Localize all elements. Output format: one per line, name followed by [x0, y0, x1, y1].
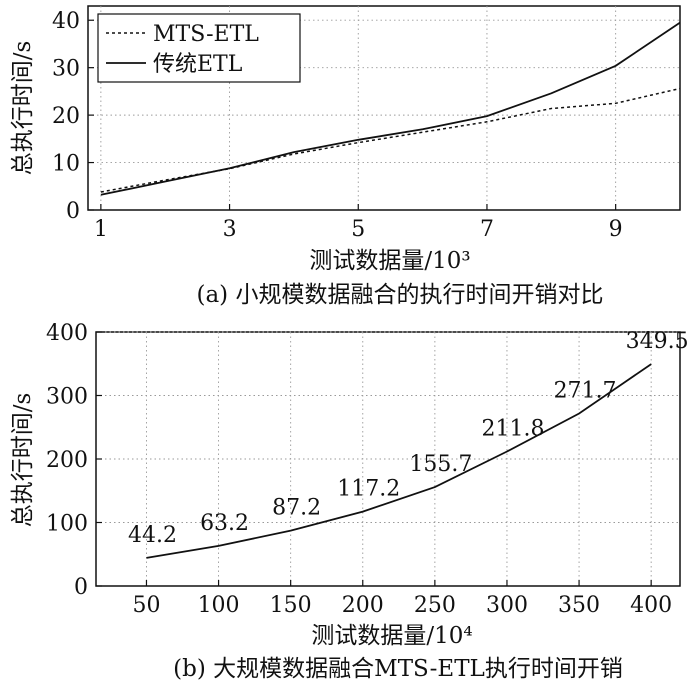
y-tick-label: 40 [52, 9, 80, 34]
chart-b-ticks: 0 100 200 300 400 50 100 150 200 250 300 350 400 [46, 321, 672, 618]
series-line-0 [146, 363, 652, 559]
chart-b-lines [146, 363, 652, 559]
y-tick-label: 0 [74, 575, 88, 600]
chart-a-lines [100, 21, 681, 196]
chart-a: 0 10 20 30 40 1 3 5 7 9 MTS-ETL 传统ETL 总执行时间/s 测试数… [10, 5, 681, 308]
x-tick-label: 1 [94, 217, 108, 242]
chart-a-caption: (a) 小规模数据融合的执行时间开销对比 [197, 282, 604, 308]
x-tick-label: 7 [480, 217, 494, 242]
x-tick-label: 250 [414, 593, 456, 618]
chart-b-xlabel: 测试数据量/10⁴ [311, 623, 472, 649]
x-tick-label: 300 [486, 593, 528, 618]
chart-b-grid [96, 331, 680, 586]
x-tick-label: 350 [558, 593, 600, 618]
data-label: 117.2 [337, 477, 400, 502]
x-tick-label: 3 [223, 217, 237, 242]
data-label: 349.5 [626, 329, 689, 354]
y-tick-label: 200 [46, 448, 88, 473]
y-tick-label: 100 [46, 512, 88, 537]
x-tick-label: 200 [342, 593, 384, 618]
x-tick-label: 400 [630, 593, 672, 618]
x-tick-label: 150 [270, 593, 312, 618]
data-label: 87.2 [272, 496, 321, 521]
data-label: 155.7 [409, 452, 472, 477]
legend-label-mts-etl: MTS-ETL [153, 22, 259, 47]
chart-a-ticks: 0 10 20 30 40 1 3 5 7 9 [52, 9, 623, 242]
chart-a-legend: MTS-ETL 传统ETL [97, 13, 301, 83]
data-label: 44.2 [128, 523, 177, 548]
chart-a-xlabel: 测试数据量/10³ [309, 248, 470, 274]
data-label: 271.7 [554, 378, 617, 403]
y-tick-label: 20 [52, 104, 80, 129]
y-tick-label: 300 [46, 385, 88, 410]
data-label: 63.2 [200, 511, 249, 536]
chart-b-caption: (b) 大规模数据融合MTS-ETL执行时间开销 [173, 656, 623, 682]
chart-b: 0 100 200 300 400 50 100 150 200 250 300 350 400 44.… [10, 321, 689, 682]
y-tick-label: 10 [52, 152, 80, 177]
x-tick-label: 9 [609, 217, 623, 242]
y-tick-label: 400 [46, 321, 88, 346]
data-label: 211.8 [481, 417, 544, 442]
x-tick-label: 5 [351, 217, 365, 242]
legend-box [97, 13, 301, 83]
y-tick-label: 30 [52, 57, 80, 82]
chart-b-ylabel: 总执行时间/s [10, 393, 36, 528]
chart-a-ylabel: 总执行时间/s [10, 41, 36, 176]
x-tick-label: 100 [198, 593, 240, 618]
chart-b-data-labels: 44.2 63.2 87.2 117.2 155.7 211.8 271.7 349.5 [128, 329, 689, 548]
chart-a-frame [87, 5, 681, 211]
y-tick-label: 0 [66, 199, 80, 224]
x-tick-label: 50 [132, 593, 160, 618]
series-line-1 [100, 21, 681, 196]
legend-label-traditional-etl: 传统ETL [153, 52, 243, 77]
